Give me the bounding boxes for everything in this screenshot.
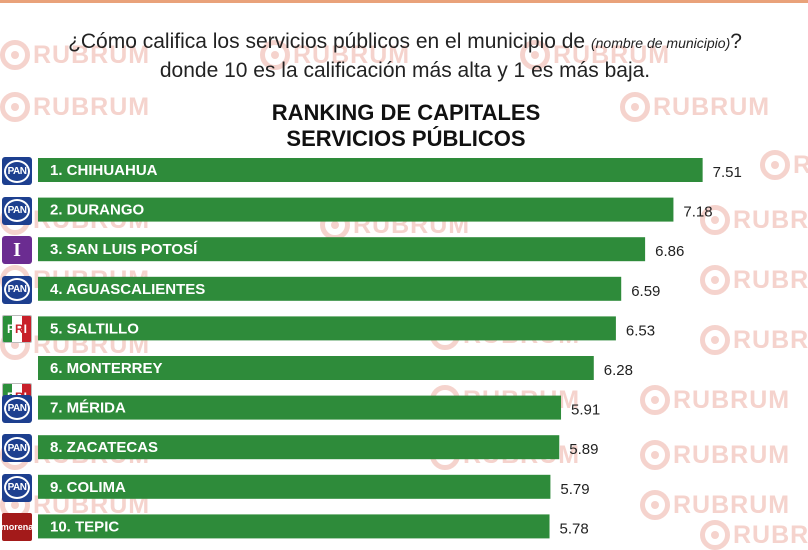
bar-value-label: 6.28 [604, 362, 633, 379]
pan-logo-icon: PAN [2, 275, 32, 304]
bar-value-label: 5.79 [560, 481, 589, 498]
pan-logo-icon: PAN [2, 434, 32, 463]
bar-value-label: 6.86 [655, 243, 684, 260]
bar [38, 356, 594, 380]
chart-title-line-1: RANKING DE CAPITALES [271, 100, 541, 125]
chart-title-line-2: SERVICIOS PÚBLICOS [286, 126, 526, 151]
bar-category-label: 9. COLIMA [50, 479, 126, 496]
independent-logo-icon: I [2, 236, 32, 265]
bar-value-label: 5.78 [560, 520, 589, 537]
pan-logo-icon: PAN [2, 157, 32, 185]
bar-category-label: 3. SAN LUIS POTOSÍ [50, 241, 198, 258]
pan-logo-icon: PAN [2, 196, 32, 225]
bar-value-label: 7.18 [683, 204, 712, 221]
bar [38, 395, 562, 420]
chart-title: RANKING DE CAPITALES SERVICIOS PÚBLICOS [200, 100, 612, 152]
bar-category-label: 10. TEPIC [50, 518, 119, 535]
bar-category-label: 2. DURANGO [50, 202, 145, 219]
pan-logo-text: PAN [4, 397, 30, 421]
bar [38, 237, 646, 262]
pan-logo-text: PAN [4, 476, 30, 500]
question-text-start: ¿Cómo califica los servicios públicos en… [68, 30, 591, 53]
pri-logo-icon: PRI [2, 315, 32, 344]
pan-logo-icon: PAN [2, 394, 32, 423]
bar-category-label: 6. MONTERREY [50, 360, 163, 377]
bar-category-label: 4. AGUASCALIENTES [50, 281, 205, 298]
morena-logo-icon: morena [1, 513, 33, 542]
survey-question: ¿Cómo califica los servicios públicos en… [60, 28, 750, 84]
bar-value-label: 5.91 [571, 402, 600, 419]
bar-value-label: 6.53 [626, 322, 655, 339]
pan-logo-text: PAN [4, 278, 30, 302]
bar-category-label: 1. CHIHUAHUA [50, 162, 158, 179]
bar [38, 316, 616, 341]
pan-logo-icon: PAN [2, 473, 32, 502]
bar [38, 158, 703, 182]
bar [38, 435, 560, 460]
pri-logo-text: PRI [6, 322, 28, 337]
bar-value-label: 5.89 [569, 441, 598, 458]
bar-value-label: 6.59 [631, 283, 660, 300]
bar-category-label: 8. ZACATECAS [50, 439, 158, 456]
bar-category-label: 5. SALTILLO [50, 320, 139, 337]
bar-value-label: 7.51 [713, 164, 742, 181]
pan-logo-text: PAN [4, 159, 30, 183]
bar-category-label: 7. MÉRIDA [50, 400, 126, 417]
question-text-italic: (nombre de municipio) [590, 35, 731, 51]
question-text-end: ? donde 10 es la calificación más alta y… [159, 30, 742, 82]
bar [38, 514, 550, 539]
pan-logo-text: PAN [4, 436, 30, 460]
bar [38, 197, 674, 222]
top-accent-line [0, 0, 808, 3]
bar [38, 276, 622, 301]
pan-logo-text: PAN [4, 199, 30, 223]
bar [38, 474, 551, 499]
